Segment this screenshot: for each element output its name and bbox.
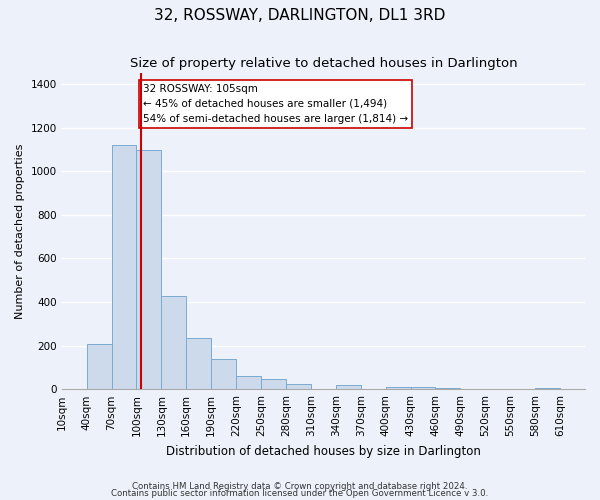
Text: Contains public sector information licensed under the Open Government Licence v : Contains public sector information licen…: [112, 490, 488, 498]
Bar: [336, 385, 361, 390]
Title: Size of property relative to detached houses in Darlington: Size of property relative to detached ho…: [130, 58, 517, 70]
Bar: [136, 150, 161, 390]
Bar: [286, 384, 311, 390]
Bar: [436, 388, 460, 390]
Bar: [261, 380, 286, 390]
Bar: [236, 376, 261, 390]
Bar: [86, 344, 112, 390]
Bar: [186, 338, 211, 390]
X-axis label: Distribution of detached houses by size in Darlington: Distribution of detached houses by size …: [166, 444, 481, 458]
Text: Contains HM Land Registry data © Crown copyright and database right 2024.: Contains HM Land Registry data © Crown c…: [132, 482, 468, 491]
Y-axis label: Number of detached properties: Number of detached properties: [15, 144, 25, 319]
Bar: [535, 388, 560, 390]
Text: 32 ROSSWAY: 105sqm
← 45% of detached houses are smaller (1,494)
54% of semi-deta: 32 ROSSWAY: 105sqm ← 45% of detached hou…: [143, 84, 408, 124]
Bar: [211, 359, 236, 390]
Text: 32, ROSSWAY, DARLINGTON, DL1 3RD: 32, ROSSWAY, DARLINGTON, DL1 3RD: [154, 8, 446, 22]
Bar: [410, 387, 436, 390]
Bar: [161, 296, 186, 390]
Bar: [112, 145, 136, 390]
Bar: [386, 387, 410, 390]
